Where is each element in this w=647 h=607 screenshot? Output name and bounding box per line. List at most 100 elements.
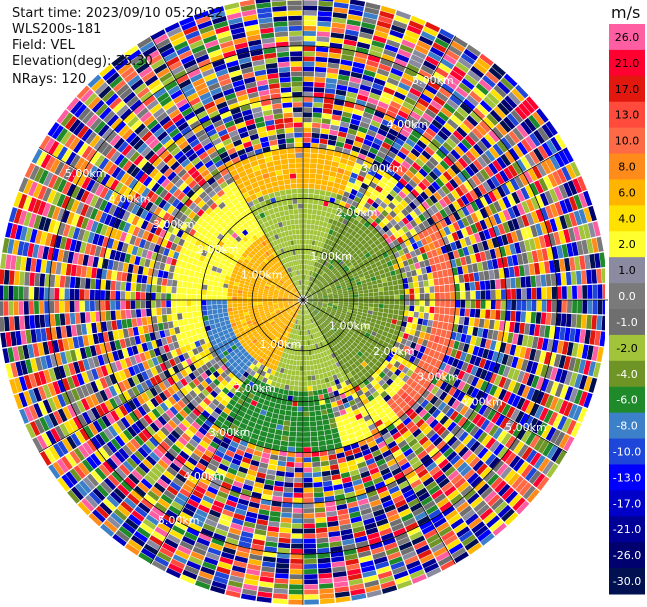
- gate-cell: [515, 84, 529, 99]
- gate-cell: [401, 233, 408, 242]
- gate-cell: [341, 229, 347, 236]
- gate-cell: [303, 487, 314, 493]
- gate-cell: [371, 471, 382, 480]
- gate-cell: [231, 458, 242, 466]
- gate-cell: [519, 413, 530, 426]
- gate-cell: [325, 439, 334, 446]
- gate-cell: [356, 222, 364, 229]
- gate-cell: [401, 272, 407, 279]
- gate-cell: [296, 360, 300, 366]
- gate-cell: [479, 100, 493, 113]
- gate-cell: [329, 422, 338, 429]
- gate-cell: [217, 490, 229, 499]
- gate-cell: [409, 424, 419, 434]
- gate-cell: [463, 408, 474, 419]
- gate-cell: [503, 267, 510, 278]
- gate-cell: [422, 26, 438, 37]
- gate-cell: [319, 399, 326, 405]
- gate-cell: [372, 327, 379, 333]
- gate-cell: [288, 364, 293, 370]
- gate-cell: [337, 291, 343, 295]
- gate-cell: [317, 557, 331, 564]
- gate-cell: [353, 291, 359, 295]
- gate-cell: [310, 306, 315, 310]
- gate-cell: [311, 240, 316, 246]
- gate-cell: [363, 303, 369, 307]
- gate-cell: [437, 238, 445, 247]
- gate-cell: [303, 345, 306, 351]
- gate-cell: [456, 526, 471, 538]
- gate-cell: [409, 294, 415, 300]
- gate-cell: [312, 311, 317, 316]
- gate-cell: [515, 229, 524, 242]
- gate-cell: [250, 433, 259, 440]
- gate-cell: [444, 466, 456, 477]
- gate-cell: [259, 381, 266, 388]
- gate-cell: [386, 481, 398, 490]
- gate-cell: [356, 336, 363, 342]
- gate-cell: [382, 217, 390, 225]
- gate-cell: [501, 183, 511, 196]
- gate-cell: [248, 501, 260, 509]
- gate-cell: [548, 352, 557, 366]
- gate-cell: [394, 155, 404, 164]
- gate-cell: [331, 161, 340, 168]
- gate-cell: [358, 261, 365, 267]
- gate-cell: [577, 300, 583, 314]
- gate-cell: [414, 300, 420, 306]
- gate-cell: [366, 281, 373, 286]
- gate-cell: [417, 274, 423, 282]
- gate-cell: [353, 246, 360, 253]
- gate-cell: [363, 306, 369, 310]
- gate-cell: [315, 415, 322, 421]
- gate-cell: [371, 314, 378, 320]
- gate-cell: [378, 308, 384, 313]
- gate-cell: [278, 372, 284, 379]
- gate-cell: [435, 263, 442, 271]
- gate-cell: [396, 388, 405, 397]
- gate-cell: [291, 543, 303, 549]
- gate-cell: [336, 84, 348, 91]
- gate-cell: [303, 112, 312, 118]
- gate-cell: [553, 186, 564, 201]
- gate-cell: [334, 177, 342, 184]
- gate-cell: [445, 137, 457, 149]
- gate-cell: [307, 249, 311, 255]
- gate-cell: [596, 315, 603, 331]
- gate-cell: [426, 567, 442, 578]
- gate-cell: [323, 301, 328, 303]
- gate-cell: [343, 300, 349, 303]
- gate-cell: [382, 341, 389, 348]
- gate-cell: [406, 322, 412, 329]
- gate-cell: [466, 437, 477, 449]
- gate-cell: [314, 502, 325, 508]
- gate-cell: [377, 311, 383, 317]
- gate-cell: [303, 396, 309, 402]
- gate-cell: [334, 215, 340, 221]
- gate-cell: [300, 350, 303, 356]
- gate-cell: [512, 333, 519, 345]
- gate-cell: [460, 300, 466, 308]
- gate-cell: [476, 156, 488, 168]
- gate-cell: [193, 513, 206, 523]
- gate-cell: [308, 300, 313, 301]
- gate-cell: [334, 488, 345, 496]
- gate-cell: [275, 573, 289, 579]
- gate-cell: [341, 363, 348, 370]
- gate-cell: [306, 303, 310, 308]
- gate-cell: [317, 337, 322, 343]
- gate-cell: [490, 476, 503, 490]
- gate-cell: [544, 394, 555, 409]
- gate-cell: [303, 20, 317, 26]
- gate-cell: [409, 569, 425, 580]
- gate-cell: [435, 473, 447, 485]
- gate-cell: [327, 387, 333, 393]
- gate-cell: [472, 87, 486, 99]
- gate-cell: [217, 561, 232, 570]
- gate-cell: [284, 384, 290, 390]
- gate-cell: [245, 447, 255, 455]
- gate-cell: [343, 39, 357, 47]
- gate-cell: [272, 444, 280, 451]
- gate-cell: [276, 557, 290, 564]
- gate-cell: [275, 382, 281, 388]
